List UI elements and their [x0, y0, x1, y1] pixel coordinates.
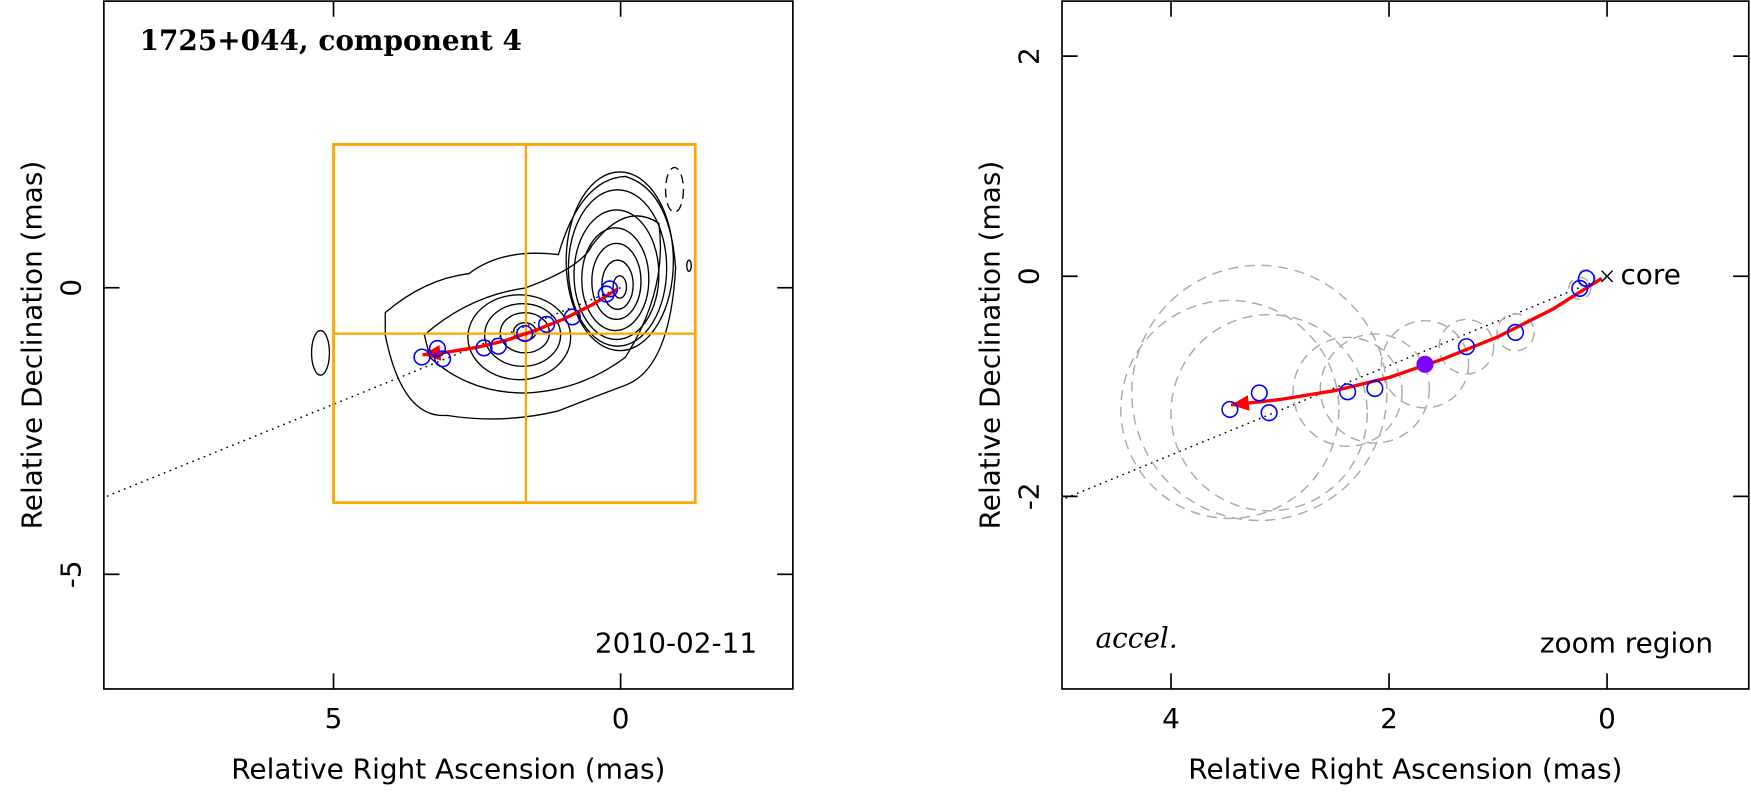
direction-line	[103, 287, 621, 499]
component	[1416, 355, 1434, 373]
component	[1577, 269, 1595, 288]
x-tick-label: 0	[612, 702, 630, 735]
component-size	[1380, 319, 1470, 409]
component	[428, 339, 447, 358]
direction-line	[1061, 275, 1608, 501]
component-size	[1170, 313, 1368, 512]
component-size	[1131, 264, 1388, 522]
plot-frame	[1061, 0, 1750, 690]
component	[1457, 338, 1476, 356]
plot-area	[103, 143, 697, 505]
component	[413, 348, 431, 366]
component	[1339, 383, 1357, 401]
x-tick-label: 4	[1162, 702, 1180, 735]
y-tick-label: -2	[1013, 482, 1046, 510]
component	[1506, 323, 1525, 341]
y-axis-label: Relative Declination (mas)	[16, 161, 49, 530]
component-size	[1568, 276, 1592, 300]
y-tick-label: 0	[55, 279, 88, 297]
contour	[686, 259, 692, 273]
chart-title: 1725+044, component 4	[140, 24, 522, 57]
x-tick-label: 2	[1380, 702, 1398, 735]
component	[516, 324, 534, 343]
x-axis-label: Relative Right Ascension (mas)	[231, 752, 665, 785]
contours	[310, 166, 692, 420]
annotation: accel.	[1095, 621, 1177, 654]
zoom-box	[332, 143, 697, 505]
component	[537, 315, 556, 334]
trajectory	[1230, 277, 1603, 407]
contour	[310, 329, 331, 376]
trajectory	[422, 287, 619, 357]
contour	[591, 242, 642, 321]
x-axis-label: Relative Right Ascension (mas)	[1188, 752, 1622, 785]
y-axis-label: Relative Declination (mas)	[974, 161, 1007, 530]
component-size	[1292, 336, 1403, 448]
component-size	[1576, 269, 1596, 288]
x-tick-label: 5	[325, 702, 343, 735]
contour	[581, 227, 650, 332]
core-marker	[1600, 270, 1614, 283]
plot-area	[1061, 264, 1608, 522]
contour	[483, 303, 562, 367]
plot-frame	[103, 0, 794, 690]
component	[1260, 404, 1278, 422]
y-tick-label: 2	[1013, 47, 1046, 65]
trajectory-arrowhead	[1230, 395, 1250, 411]
contour	[565, 171, 675, 352]
component	[489, 337, 507, 355]
core-label: core	[1620, 258, 1680, 291]
component-size	[1496, 313, 1535, 352]
component-size	[1319, 333, 1431, 444]
contour	[467, 294, 572, 381]
x-tick-label: 0	[1598, 702, 1616, 735]
contour	[601, 259, 634, 310]
contour	[573, 209, 660, 341]
y-tick-label: -5	[55, 560, 88, 588]
contour	[664, 166, 685, 213]
contour	[423, 215, 662, 394]
component	[601, 280, 619, 298]
y-tick-label: 0	[1013, 267, 1046, 285]
component-size	[1120, 299, 1340, 520]
component-size	[1438, 318, 1495, 375]
component	[434, 350, 452, 368]
contour	[384, 175, 677, 420]
component	[1571, 279, 1589, 297]
component	[475, 339, 493, 357]
component	[1250, 384, 1268, 402]
contour	[612, 275, 628, 299]
component	[1221, 400, 1239, 419]
annotation: zoom region	[1540, 626, 1713, 659]
component	[563, 308, 581, 326]
component	[597, 285, 615, 303]
annotation: 2010-02-11	[595, 626, 757, 659]
component	[1366, 379, 1384, 398]
